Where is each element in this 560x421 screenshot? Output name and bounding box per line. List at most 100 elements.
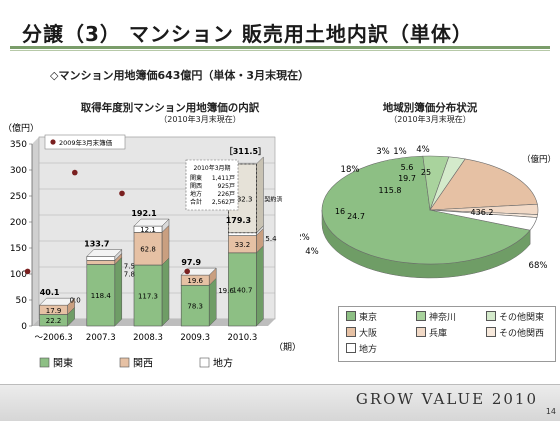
x-tick-label: 2007.3 bbox=[86, 333, 116, 343]
bar-legend-label: 関西 bbox=[133, 358, 153, 370]
footer-bar bbox=[0, 384, 560, 421]
bar-top bbox=[86, 249, 123, 257]
pie-legend-label: 地方 bbox=[359, 345, 378, 355]
bar-legend-label: 関東 bbox=[53, 357, 73, 370]
bar-value-label: 12.1 bbox=[140, 226, 156, 234]
pie-value-label: 115.8 bbox=[379, 186, 402, 195]
marker-2009-book-value bbox=[72, 169, 78, 176]
pie-legend-label: 神奈川 bbox=[429, 313, 457, 323]
bar-segment-kansai bbox=[133, 232, 163, 266]
y-tick-label: 200 bbox=[10, 218, 27, 228]
pie-slice bbox=[429, 158, 538, 211]
pie-legend-item: その他関東 bbox=[486, 310, 544, 323]
bar-segment-contracted-side bbox=[256, 156, 264, 234]
pie-legend-label: その他関西 bbox=[499, 329, 545, 339]
info-box-row-label: 関東 bbox=[190, 174, 202, 182]
marker-legend-symbol bbox=[50, 139, 56, 145]
pie-percent-label: 18% bbox=[341, 165, 360, 175]
y-tick-label: 250 bbox=[10, 192, 27, 202]
title-rule-thin bbox=[10, 50, 550, 51]
pie-legend-swatch bbox=[416, 327, 426, 337]
bar-chart: 0 50 100 150 200 250 300 350 （億円） （期） 22.2 17.9 40.1… bbox=[3, 122, 301, 370]
info-box-row-value: 925戸 bbox=[218, 183, 235, 190]
x-tick-label: 2008.3 bbox=[133, 333, 163, 343]
bar-segment-kansai bbox=[86, 260, 116, 265]
info-box-title: 2010年3月期 bbox=[193, 164, 230, 172]
page-number: 14 bbox=[545, 407, 556, 416]
bar-segment-kanto-side bbox=[114, 256, 123, 327]
bar-value-label: 118.4 bbox=[91, 292, 112, 300]
x-tick-label: 2009.3 bbox=[180, 333, 210, 343]
bar-segment-kanto-side bbox=[256, 245, 264, 327]
bar-total-label: 97.9 bbox=[181, 258, 201, 267]
y-tick-label: 0 bbox=[21, 322, 27, 332]
x-axis-unit: （期） bbox=[274, 342, 301, 353]
pie-chart: 436.2 68% 24.7 4% 16 2% 115.8 18% 19.7 3% 5.6 1% 25 4… bbox=[300, 145, 556, 279]
y-tick-label: 50 bbox=[16, 296, 28, 306]
bar-segment-kanto bbox=[133, 264, 163, 327]
pie-value-label: 5.6 bbox=[401, 163, 414, 172]
bar-segment-chiho bbox=[228, 232, 257, 236]
info-box-row-label: 地方 bbox=[190, 190, 202, 198]
pie-legend-item: 兵庫 bbox=[416, 326, 447, 339]
bar-total-label: 40.1 bbox=[40, 288, 60, 297]
marker-legend-box bbox=[44, 134, 126, 150]
page-title: 分譲（3） マンション 販売用土地内訳（単体） bbox=[22, 22, 473, 46]
bar-extra-total: ［311.5］ bbox=[225, 146, 266, 156]
outside-label: 7.8 bbox=[124, 270, 135, 278]
pie-legend-item: その他関西 bbox=[486, 326, 544, 339]
pie-slice bbox=[321, 155, 531, 265]
pie-value-label: 24.7 bbox=[347, 212, 365, 221]
bar-total-label: 133.7 bbox=[84, 239, 109, 248]
info-box-row-label: 関西 bbox=[190, 183, 202, 190]
brand-logo-text: GROW VALUE 2010 bbox=[355, 390, 538, 408]
bar-legend-swatch bbox=[39, 357, 50, 368]
pie-percent-label: 4% bbox=[305, 247, 319, 257]
outside-label: 7.5 bbox=[124, 262, 135, 270]
bar-value-label: 62.8 bbox=[140, 246, 156, 254]
bar-segment-kanto bbox=[228, 252, 257, 327]
y-axis-unit: （億円） bbox=[3, 122, 39, 134]
title-rule bbox=[10, 46, 550, 49]
marker-legend-label: 2009年3月末簿価 bbox=[59, 138, 113, 147]
pie-legend-item: 神奈川 bbox=[416, 310, 456, 323]
outside-label: 19.6 bbox=[218, 287, 234, 295]
pie-legend-swatch bbox=[346, 343, 356, 353]
pie-legend bbox=[338, 306, 556, 362]
pie-percent-label: 4% bbox=[416, 145, 430, 155]
bar-total-label: 179.3 bbox=[226, 216, 251, 225]
y-tick-label: 300 bbox=[10, 166, 27, 176]
pie-legend-label: 大阪 bbox=[359, 329, 378, 339]
pie-unit-label: （億円） bbox=[522, 154, 556, 165]
bar-chart-subtitle: （2010年3月末現在） bbox=[159, 115, 241, 124]
info-box-row-value: 226戸 bbox=[218, 191, 235, 198]
info-box bbox=[185, 159, 239, 211]
pie-legend-swatch bbox=[486, 311, 496, 321]
pie-slice bbox=[429, 209, 538, 231]
contracted-outline bbox=[227, 163, 257, 234]
summary-text: ◇マンション用地簿価643億円（単体・3月末現在） bbox=[50, 69, 310, 82]
contracted-label: 契約済 bbox=[264, 195, 282, 203]
bar-value-label: 78.3 bbox=[187, 303, 203, 311]
pie-percent-label: 3% bbox=[376, 147, 390, 157]
bar-legend-label: 地方 bbox=[213, 357, 233, 370]
bar-chart-title: 取得年度別マンション用地簿価の内訳 bbox=[80, 102, 260, 114]
x-tick-label: ～2006.3 bbox=[34, 333, 72, 343]
bar-value-label: 17.9 bbox=[46, 307, 62, 315]
bar-legend-swatch bbox=[199, 357, 210, 368]
info-box-row-label: 合計 bbox=[190, 198, 202, 206]
marker-2009-book-value bbox=[184, 268, 190, 275]
info-box-row-value: 1,411戸 bbox=[212, 175, 235, 182]
pie-legend-swatch bbox=[486, 327, 496, 337]
bar-top bbox=[38, 297, 76, 306]
pie-chart-title: 地域別簿価分布状況 bbox=[382, 102, 478, 114]
pie-value-label: 19.7 bbox=[398, 174, 416, 183]
pie-legend-swatch bbox=[346, 311, 356, 321]
bar-total-label: 192.1 bbox=[131, 209, 157, 218]
pie-percent-label: 68% bbox=[529, 261, 548, 271]
pie-legend-item: 地方 bbox=[346, 342, 377, 355]
bar-chart-side-wall bbox=[32, 137, 39, 326]
pie-legend-item: 東京 bbox=[346, 310, 377, 323]
bar-top bbox=[133, 218, 170, 227]
pie-legend-swatch bbox=[346, 327, 356, 337]
